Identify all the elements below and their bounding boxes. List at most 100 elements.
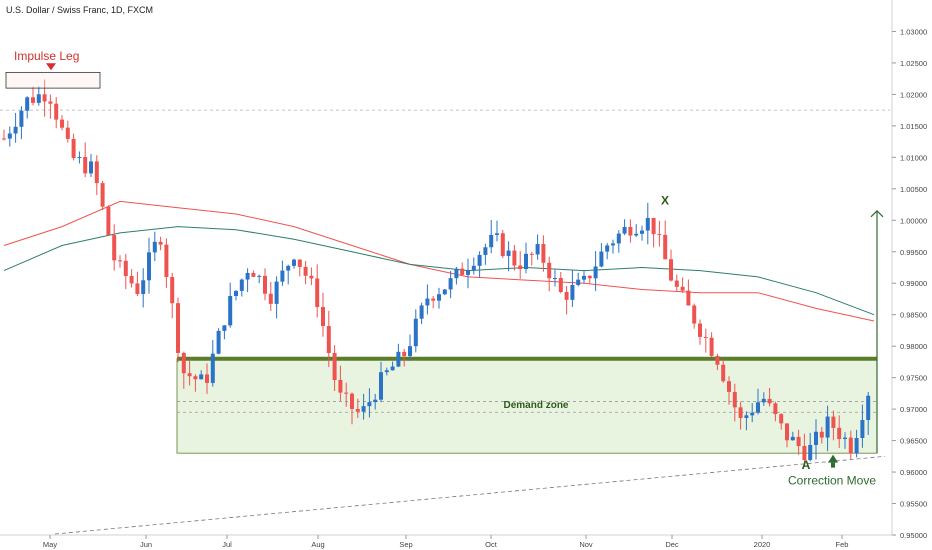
- candle-up: [866, 395, 871, 420]
- candle-down: [680, 286, 685, 291]
- candle-down: [518, 265, 523, 270]
- candle-down: [251, 272, 256, 277]
- candle-down: [500, 233, 505, 257]
- candle-down: [326, 326, 331, 354]
- candle-up: [808, 444, 813, 461]
- candle-down: [779, 414, 784, 424]
- candle-down: [669, 259, 673, 281]
- candle-up: [13, 126, 18, 134]
- candle-up: [790, 436, 795, 441]
- candle-up: [611, 243, 615, 246]
- point-a-label: A: [802, 458, 811, 472]
- candle-up: [442, 289, 447, 295]
- candle-down: [512, 250, 517, 266]
- candle-down: [176, 303, 180, 353]
- candle-down: [721, 364, 726, 382]
- candle-up: [36, 94, 41, 103]
- point-x-label: X: [661, 194, 669, 208]
- y-tick-label: 1.00500: [900, 185, 927, 194]
- candle-down: [796, 436, 801, 447]
- y-tick-label: 0.98500: [900, 311, 927, 320]
- demand-zone-rect: [176, 358, 878, 454]
- candle-up: [77, 156, 82, 158]
- candle-down: [268, 293, 273, 304]
- candle-down: [48, 101, 53, 104]
- candle-up: [750, 412, 755, 416]
- candle-up: [222, 325, 227, 331]
- candle-down: [587, 275, 592, 279]
- candle-down: [297, 259, 302, 267]
- candle-down: [663, 234, 668, 260]
- y-tick-label: 0.97500: [900, 374, 927, 383]
- candle-up: [622, 226, 627, 234]
- candle-up: [605, 245, 610, 252]
- candle-up: [413, 318, 418, 347]
- candle-down: [732, 391, 737, 408]
- candle-up: [367, 402, 372, 407]
- candle-up: [477, 254, 482, 266]
- candle-up: [599, 251, 604, 267]
- candle-down: [767, 398, 772, 404]
- impulse-leg-box: [5, 71, 101, 89]
- y-tick-label: 1.03000: [900, 27, 927, 36]
- candle-up: [152, 241, 157, 253]
- candle-down: [558, 278, 563, 292]
- moving-average-teal: [3, 226, 875, 316]
- candle-up: [825, 416, 830, 438]
- moving-average-red: [3, 200, 875, 322]
- candle-up: [616, 233, 621, 244]
- candle-down: [431, 298, 436, 301]
- candle-up: [419, 305, 424, 319]
- candle-down: [315, 278, 320, 308]
- candle-up: [582, 275, 586, 280]
- candle-up: [239, 279, 244, 291]
- candle-down: [158, 241, 163, 245]
- candle-up: [854, 437, 859, 454]
- candle-up: [384, 370, 389, 373]
- candle-down: [118, 260, 122, 262]
- candle-down: [698, 323, 702, 337]
- candle-up: [245, 272, 250, 280]
- candle-down: [819, 431, 824, 438]
- candle-up: [408, 346, 412, 357]
- candle-up: [506, 250, 511, 257]
- candle-up: [7, 133, 12, 139]
- moving-average-layer: [3, 200, 875, 322]
- candle-up: [390, 366, 395, 371]
- y-tick-label: 1.01500: [900, 122, 927, 131]
- candle-down: [106, 206, 111, 236]
- candle-up: [280, 270, 285, 282]
- candle-down: [100, 183, 105, 207]
- candle-down: [83, 156, 88, 174]
- candle-up: [814, 431, 818, 445]
- candle-down: [309, 275, 314, 279]
- candle-down: [686, 290, 691, 306]
- candle-up: [466, 270, 470, 275]
- reference-lines-layer: [0, 109, 890, 535]
- candle-down: [738, 407, 743, 418]
- candle-down: [727, 381, 731, 392]
- candle-up: [843, 437, 847, 440]
- candle-up: [396, 351, 401, 367]
- candle-down: [181, 352, 186, 374]
- candle-down: [321, 307, 325, 327]
- candle-up: [141, 280, 146, 294]
- y-tick-label: 1.02500: [900, 59, 927, 68]
- candle-up: [640, 230, 644, 234]
- candle-down: [123, 260, 128, 277]
- y-tick-label: 1.01000: [900, 153, 927, 162]
- x-tick-label: Jul: [222, 540, 232, 549]
- y-tick-label: 0.96000: [900, 468, 927, 477]
- y-tick-label: 1.02000: [900, 90, 927, 99]
- candle-up: [292, 259, 296, 266]
- candle-down: [541, 244, 546, 263]
- candle-down: [303, 266, 308, 276]
- x-tick-label: Aug: [311, 540, 324, 549]
- y-tick-label: 0.95000: [900, 531, 927, 540]
- candle-up: [286, 265, 291, 271]
- candle-down: [709, 337, 714, 356]
- demand-zone-layer: Demand zone: [176, 356, 878, 454]
- candle-up: [274, 281, 279, 304]
